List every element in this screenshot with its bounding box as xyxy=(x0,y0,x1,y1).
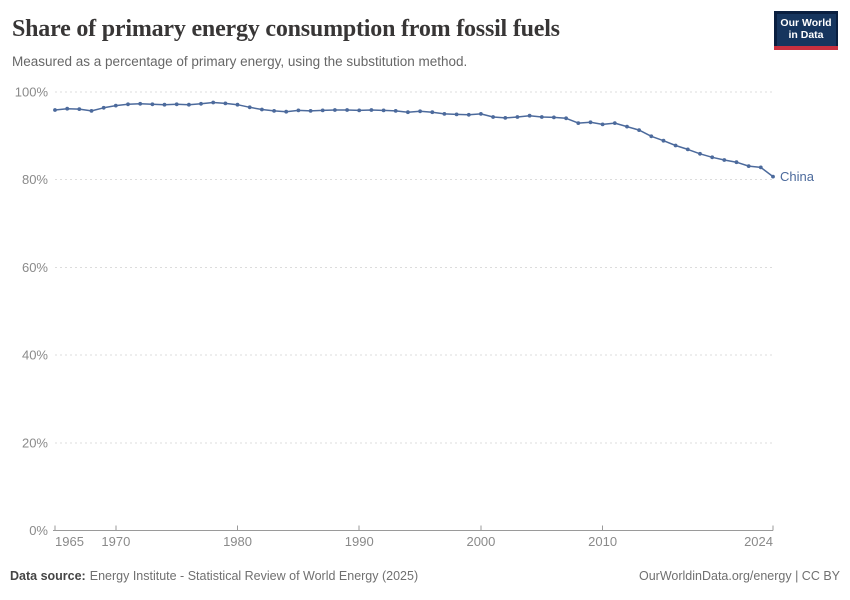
y-tick-label: 20% xyxy=(22,435,48,450)
y-tick-label: 0% xyxy=(29,523,48,538)
data-point-marker xyxy=(734,160,739,165)
data-point-marker xyxy=(406,110,410,115)
x-tick-label: 2000 xyxy=(466,534,495,549)
data-point-marker xyxy=(357,108,362,113)
data-point-marker xyxy=(381,108,386,113)
data-point-marker xyxy=(466,112,471,117)
owid-logo[interactable]: Our World in Data xyxy=(774,11,838,50)
data-point-marker xyxy=(600,122,605,127)
data-point-marker xyxy=(612,121,617,125)
data-source-text: Energy Institute - Statistical Review of… xyxy=(89,569,419,583)
credit-link[interactable]: OurWorldinData.org/energy | CC BY xyxy=(638,569,840,583)
data-point-marker xyxy=(673,143,678,148)
x-tick-label: 1965 xyxy=(55,534,84,549)
data-point-marker xyxy=(77,107,82,111)
data-point-marker xyxy=(284,109,289,114)
data-point-marker xyxy=(260,107,264,112)
data-source-label: Data source: xyxy=(10,569,86,583)
x-tick-label: 1970 xyxy=(101,534,130,549)
data-point-marker xyxy=(272,109,276,113)
x-tick-label: 2010 xyxy=(588,534,617,549)
owid-logo-text-line1: Our World xyxy=(780,16,832,29)
data-point-marker xyxy=(503,116,508,120)
x-tick-label: 2024 xyxy=(744,534,773,549)
data-point-marker xyxy=(101,105,106,110)
data-point-marker xyxy=(698,151,702,156)
owid-logo-panel: Our World in Data xyxy=(776,13,836,46)
data-point-marker xyxy=(685,147,690,152)
data-point-marker xyxy=(722,158,727,162)
data-point-marker xyxy=(661,138,666,143)
chart-footer: Data source: Energy Institute - Statistic… xyxy=(10,568,840,584)
owid-logo-text-line2: in Data xyxy=(788,29,824,41)
x-tick-label: 1990 xyxy=(345,534,374,549)
data-point-marker xyxy=(174,102,179,107)
data-point-marker xyxy=(515,115,520,119)
data-point-marker xyxy=(746,164,751,169)
data-point-marker xyxy=(479,112,483,116)
data-point-marker xyxy=(564,116,568,121)
data-point-marker xyxy=(211,100,216,105)
data-point-marker xyxy=(187,102,191,107)
data-point-marker xyxy=(308,109,313,113)
data-point-marker xyxy=(162,102,167,107)
data-point-marker xyxy=(588,120,593,125)
data-point-marker xyxy=(552,115,556,120)
x-tick-label: 1980 xyxy=(223,534,252,549)
data-point-marker xyxy=(418,109,422,114)
data-point-marker xyxy=(65,106,70,111)
data-point-marker xyxy=(223,101,228,106)
data-point-marker xyxy=(539,115,544,119)
data-point-marker xyxy=(527,113,532,118)
data-point-marker xyxy=(625,124,629,129)
data-point-marker xyxy=(53,108,57,112)
data-point-marker xyxy=(454,112,459,117)
data-point-marker xyxy=(320,108,325,113)
y-tick-label: 80% xyxy=(22,172,48,187)
data-point-marker xyxy=(333,108,337,112)
data-point-marker xyxy=(126,102,130,107)
y-tick-label: 40% xyxy=(22,348,48,363)
data-point-marker xyxy=(576,121,581,125)
data-point-marker xyxy=(758,165,763,170)
data-point-marker xyxy=(710,155,715,160)
data-point-marker xyxy=(649,134,654,139)
data-point-marker xyxy=(138,101,143,106)
data-point-marker xyxy=(247,105,252,110)
data-point-marker xyxy=(89,109,94,113)
data-point-marker xyxy=(150,102,155,107)
chart-subtitle: Measured as a percentage of primary ener… xyxy=(12,54,468,69)
data-point-marker xyxy=(296,108,301,113)
data-point-marker xyxy=(430,110,435,115)
data-point-marker xyxy=(771,174,775,179)
data-point-marker xyxy=(199,101,203,106)
data-point-marker xyxy=(235,102,240,107)
data-point-marker xyxy=(369,108,374,112)
page-title: Share of primary energy consumption from… xyxy=(12,16,560,42)
y-tick-label: 100% xyxy=(15,85,49,100)
data-source-note: Data source: Energy Institute - Statistic… xyxy=(10,568,418,584)
data-point-marker xyxy=(442,112,447,116)
y-tick-label: 60% xyxy=(22,260,48,275)
data-point-marker xyxy=(393,109,398,113)
data-point-marker xyxy=(113,103,118,108)
data-point-marker xyxy=(345,108,349,112)
series-line-china xyxy=(54,101,774,178)
series-label-china: China xyxy=(780,169,815,184)
data-point-marker xyxy=(491,115,495,119)
data-point-marker xyxy=(637,128,641,133)
